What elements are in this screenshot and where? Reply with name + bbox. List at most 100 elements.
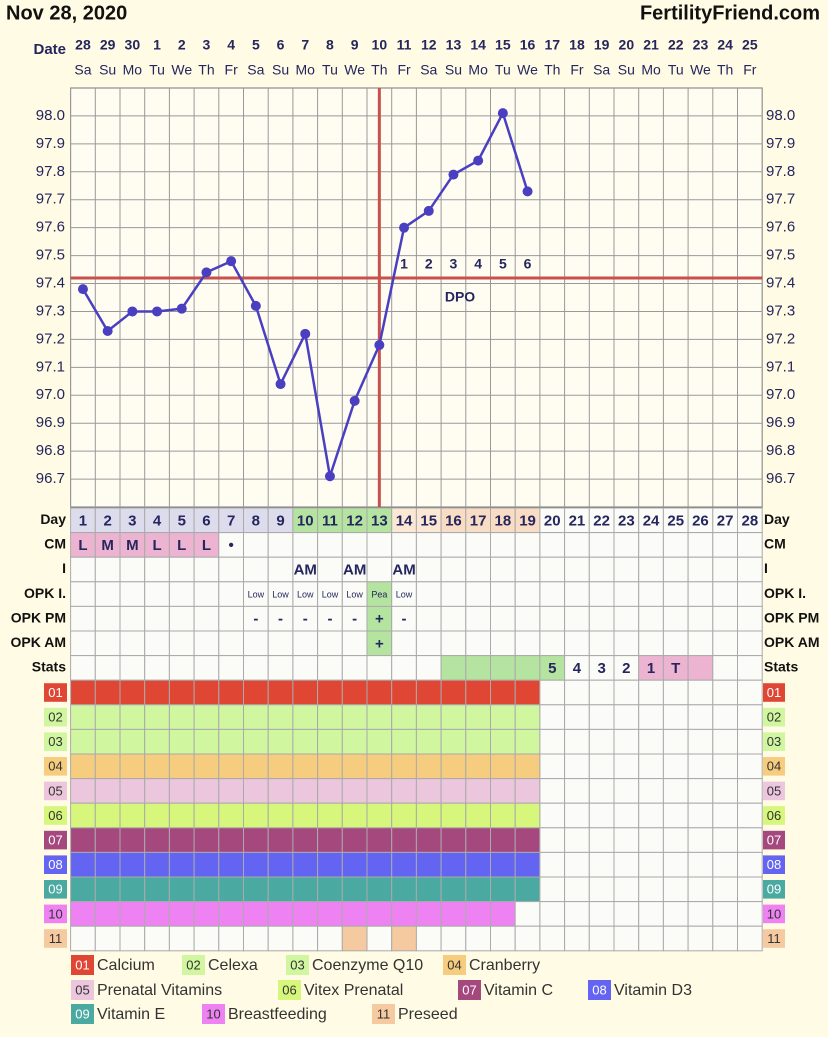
cell	[317, 655, 343, 681]
date-label: 22	[668, 37, 684, 53]
cell	[539, 802, 566, 829]
medication-cell	[317, 802, 343, 829]
medication-cell	[292, 704, 319, 730]
cell-text: -	[303, 611, 308, 628]
cell	[712, 581, 738, 607]
medication-cell	[391, 827, 417, 853]
cell	[168, 655, 195, 681]
row-label: OPK I.	[24, 585, 66, 601]
cell-text: 20	[544, 512, 561, 529]
cell-text: 16	[445, 512, 462, 529]
cell	[588, 802, 615, 829]
medication-cell	[243, 679, 269, 706]
cell	[687, 532, 714, 558]
medication-cell	[440, 827, 467, 853]
cell	[662, 778, 689, 804]
cell-text: 26	[692, 512, 709, 529]
medication-cell	[193, 753, 220, 780]
row-label-right: Day	[764, 511, 790, 527]
medication-cell	[243, 901, 269, 927]
y2-tick-label: 97.9	[766, 135, 795, 152]
cell	[712, 753, 738, 780]
cell	[440, 655, 467, 681]
medication-code: 07	[767, 833, 781, 848]
cell-text: 2	[103, 512, 111, 529]
medication-cell	[267, 728, 294, 755]
cell	[638, 507, 664, 534]
medication-cell	[243, 802, 269, 829]
temperature-point	[176, 303, 187, 314]
cell	[94, 605, 121, 632]
y-tick-label: 97.7	[36, 191, 65, 208]
medication-cell	[341, 901, 368, 927]
medication-cell	[144, 753, 170, 780]
cell-text: 15	[420, 512, 437, 529]
medication-cell	[218, 851, 245, 878]
medication-cell	[415, 753, 442, 780]
medication-cell	[168, 851, 195, 878]
cell	[440, 630, 467, 657]
cell	[564, 605, 590, 632]
date-label: 29	[100, 37, 116, 53]
cell	[712, 778, 738, 804]
medication-cell	[317, 778, 343, 804]
cell	[94, 581, 121, 607]
cell	[391, 655, 417, 681]
legend-name: Vitamin C	[484, 982, 553, 999]
cell	[366, 925, 393, 952]
cell-text: 5	[178, 512, 186, 529]
cell	[292, 532, 319, 558]
cell	[539, 679, 566, 706]
weekday-label: Fr	[743, 62, 757, 78]
cell	[662, 704, 689, 730]
legend-chip	[458, 980, 481, 1000]
medication-cell	[490, 679, 516, 706]
cell	[712, 827, 738, 853]
cell	[613, 630, 640, 657]
cell	[588, 532, 615, 558]
cell	[243, 581, 269, 607]
medication-cell	[94, 728, 121, 755]
weekday-label: Th	[371, 62, 387, 78]
cell	[243, 532, 269, 558]
medication-code: 05	[48, 783, 62, 798]
cell	[168, 532, 195, 558]
cell	[317, 630, 343, 657]
cell	[737, 876, 763, 903]
legend-chip	[71, 955, 94, 975]
cell-text: 6	[202, 512, 210, 529]
medication-cell	[94, 704, 121, 730]
cell	[737, 901, 763, 927]
cell	[465, 925, 491, 952]
date-label: 24	[717, 37, 733, 53]
cell	[366, 605, 393, 632]
medication-cell	[514, 876, 541, 903]
row-label: CM	[44, 536, 66, 552]
medication-chip	[44, 806, 67, 825]
cell-text: 18	[495, 512, 512, 529]
cell	[662, 925, 689, 952]
y-tick-label: 96.7	[36, 470, 65, 487]
medication-cell	[218, 827, 245, 853]
cell-text: L	[78, 537, 87, 554]
medication-cell	[218, 778, 245, 804]
medication-cell	[119, 802, 146, 829]
cell-text: 24	[643, 512, 660, 529]
cell	[564, 802, 590, 829]
cell-text: +	[375, 611, 384, 628]
temperature-point	[324, 471, 335, 482]
medication-cell	[341, 679, 368, 706]
medication-cell	[94, 827, 121, 853]
cell	[514, 581, 541, 607]
cell	[564, 581, 590, 607]
cell-text: Pea	[371, 589, 387, 599]
legend-chip	[286, 955, 309, 975]
temperature-point	[374, 339, 385, 350]
cell	[737, 851, 763, 878]
weekday-label: Th	[717, 62, 733, 78]
temperature-point	[497, 108, 508, 119]
cell	[638, 802, 664, 829]
legend-chip	[278, 980, 301, 1000]
weekday-label: Fr	[225, 62, 239, 78]
cell-text: M	[126, 537, 139, 554]
